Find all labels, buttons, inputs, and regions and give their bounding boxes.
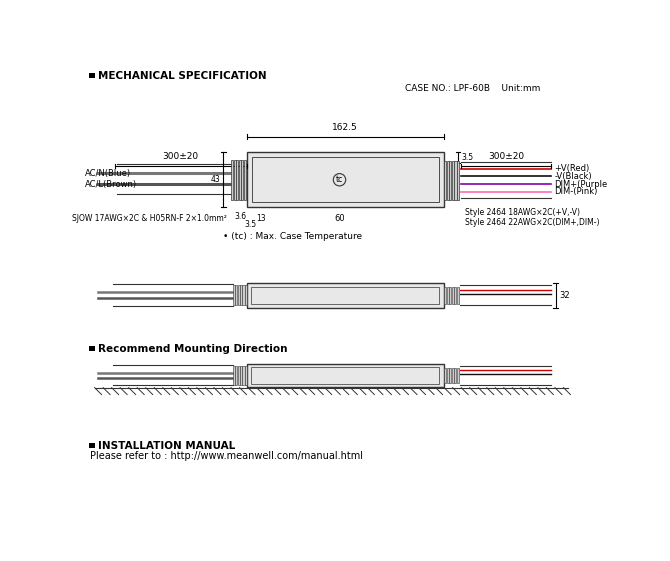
- Bar: [237, 285, 240, 305]
- Text: 3.6: 3.6: [234, 212, 247, 221]
- Bar: [454, 161, 456, 200]
- Bar: [235, 366, 237, 384]
- Text: Please refer to : http://www.meanwell.com/manual.html: Please refer to : http://www.meanwell.co…: [90, 451, 363, 461]
- Bar: [447, 287, 449, 304]
- Bar: [240, 366, 242, 384]
- Bar: [89, 73, 94, 78]
- Text: tc: tc: [336, 175, 343, 184]
- Text: Recommend Mounting Direction: Recommend Mounting Direction: [98, 344, 287, 354]
- Text: 13: 13: [257, 214, 266, 223]
- Text: AC/L(Brown): AC/L(Brown): [85, 180, 137, 188]
- Bar: [251, 287, 440, 304]
- Text: -V(Black): -V(Black): [554, 172, 592, 181]
- Bar: [236, 160, 239, 200]
- Bar: [245, 366, 247, 384]
- Text: 3.5: 3.5: [461, 153, 473, 162]
- Text: SJOW 17AWG×2C & H05RN-F 2×1.0mm²: SJOW 17AWG×2C & H05RN-F 2×1.0mm²: [72, 214, 227, 223]
- Bar: [235, 285, 237, 305]
- Bar: [243, 366, 245, 384]
- Bar: [449, 287, 452, 304]
- Bar: [234, 160, 236, 200]
- Text: MECHANICAL SPECIFICATION: MECHANICAL SPECIFICATION: [98, 71, 266, 81]
- Bar: [240, 285, 242, 305]
- Bar: [239, 160, 241, 200]
- Bar: [449, 367, 452, 383]
- Bar: [452, 287, 454, 304]
- Bar: [243, 285, 245, 305]
- Text: 3.5: 3.5: [245, 220, 257, 229]
- Text: CASE NO.: LPF-60B    Unit:mm: CASE NO.: LPF-60B Unit:mm: [405, 84, 541, 93]
- Bar: [450, 161, 452, 200]
- Bar: [244, 160, 246, 200]
- Bar: [454, 367, 456, 383]
- Bar: [447, 367, 449, 383]
- Bar: [444, 367, 446, 383]
- Text: 162.5: 162.5: [332, 123, 358, 132]
- Text: INSTALLATION MANUAL: INSTALLATION MANUAL: [98, 441, 235, 451]
- Bar: [237, 366, 240, 384]
- Bar: [452, 161, 454, 200]
- Bar: [444, 287, 446, 304]
- Bar: [247, 364, 444, 387]
- Bar: [251, 367, 440, 384]
- Text: 32: 32: [559, 291, 570, 300]
- Bar: [447, 161, 449, 200]
- Text: DIM+(Purple: DIM+(Purple: [554, 180, 608, 188]
- Text: 43: 43: [210, 175, 220, 184]
- Text: DIM-(Pink): DIM-(Pink): [554, 187, 598, 196]
- Bar: [456, 287, 459, 304]
- Bar: [232, 366, 234, 384]
- Bar: [454, 287, 456, 304]
- Text: 300±20: 300±20: [163, 152, 199, 161]
- Bar: [247, 152, 444, 208]
- Bar: [245, 285, 247, 305]
- Bar: [241, 160, 243, 200]
- Bar: [231, 160, 233, 200]
- Text: Style 2464 22AWG×2C(DIM+,DIM-): Style 2464 22AWG×2C(DIM+,DIM-): [465, 218, 600, 227]
- Text: 300±20: 300±20: [488, 152, 524, 161]
- Bar: [89, 443, 94, 448]
- Bar: [444, 161, 446, 200]
- Bar: [89, 346, 94, 351]
- Bar: [232, 285, 234, 305]
- Text: +V(Red): +V(Red): [554, 164, 590, 173]
- Text: • (tc) : Max. Case Temperature: • (tc) : Max. Case Temperature: [223, 232, 362, 241]
- Bar: [247, 283, 444, 307]
- Bar: [456, 367, 459, 383]
- Bar: [457, 161, 459, 200]
- Text: 60: 60: [334, 214, 345, 223]
- Bar: [252, 158, 439, 202]
- Text: Style 2464 18AWG×2C(+V,-V): Style 2464 18AWG×2C(+V,-V): [465, 208, 580, 217]
- Text: AC/N(Blue): AC/N(Blue): [85, 169, 131, 178]
- Bar: [452, 367, 454, 383]
